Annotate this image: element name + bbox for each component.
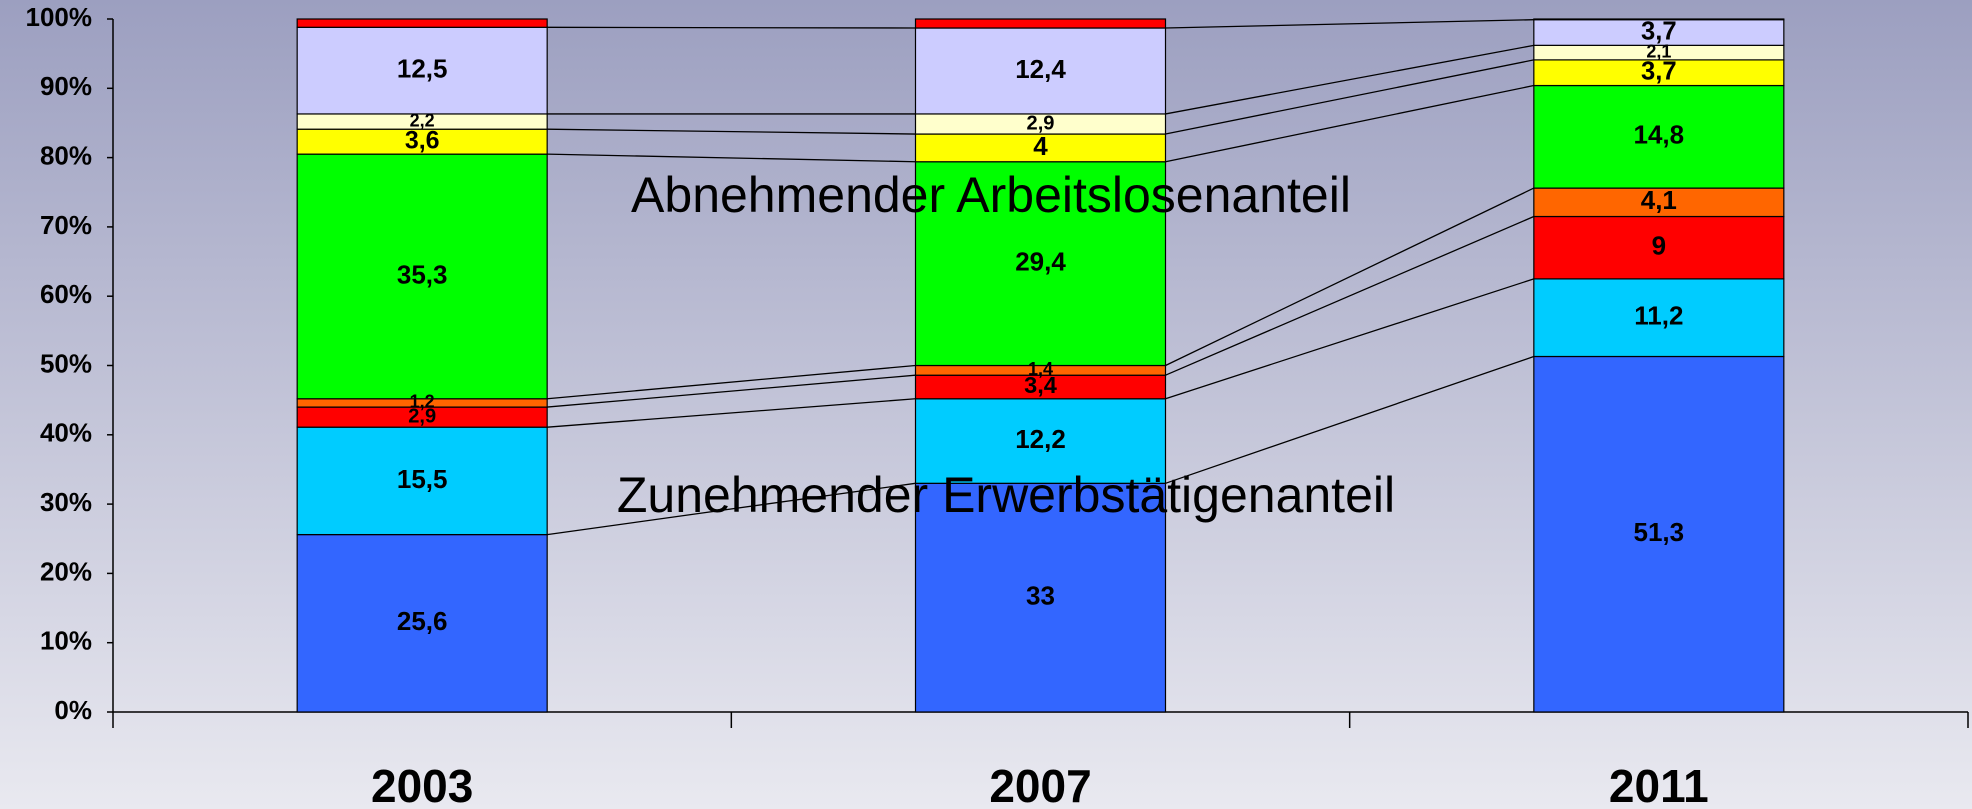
data-label: 2,9: [408, 405, 436, 427]
annotation: Zunehmender Erwerbstätigenanteil: [617, 467, 1395, 523]
bar-segment: [296, 26, 548, 115]
bar-segment: [296, 18, 548, 28]
connector: [1165, 355, 1535, 484]
y-tick-label: 40%: [40, 418, 92, 448]
data-label: 2,9: [1027, 112, 1055, 134]
data-label: 15,5: [397, 464, 448, 494]
y-tick-label: 50%: [40, 348, 92, 378]
data-label: 3,7: [1641, 57, 1677, 85]
connector: [1165, 187, 1535, 367]
x-tick-label: 2003: [371, 760, 473, 809]
bar-segment: [296, 128, 548, 155]
data-label: 14,8: [1634, 120, 1685, 150]
data-label: 3,6: [405, 126, 440, 154]
data-label: 35,3: [397, 259, 448, 289]
bar-segment: [914, 27, 1167, 115]
connector: [547, 128, 916, 135]
data-label: 12,2: [1015, 424, 1066, 454]
data-label: 12,4: [1015, 54, 1066, 84]
connector: [1165, 278, 1535, 400]
y-tick-label: 100%: [26, 2, 93, 32]
bar-segment: [914, 18, 1167, 29]
connector: [547, 482, 916, 536]
bar-segment: [914, 133, 1167, 163]
annotation: Abnehmender Arbeitslosenanteil: [631, 167, 1351, 223]
data-label: 1,4: [1028, 359, 1053, 379]
connector: [1165, 19, 1534, 29]
y-tick-label: 90%: [40, 71, 92, 101]
bar-segment: [1533, 215, 1785, 280]
x-tick-label: 2007: [989, 760, 1091, 809]
bar-segment: [914, 161, 1167, 367]
bar-segment: [1533, 187, 1785, 218]
y-tick-label: 10%: [40, 626, 92, 656]
data-label: 29,4: [1015, 247, 1066, 277]
connector: [547, 153, 916, 163]
data-label: 1,2: [410, 392, 435, 412]
bar-segment: [1533, 355, 1785, 713]
connector: [547, 26, 916, 29]
data-label: 4,1: [1641, 185, 1677, 215]
data-label: 9: [1652, 231, 1666, 261]
bar-segment: [296, 153, 548, 400]
data-label: 2,1: [1646, 41, 1671, 61]
bar-segment: [296, 426, 548, 536]
y-tick-label: 0%: [54, 695, 92, 725]
y-tick-label: 80%: [40, 140, 92, 170]
y-tick-label: 30%: [40, 487, 92, 517]
bar-segment: [1533, 278, 1785, 358]
connector: [547, 374, 916, 408]
connector: [1165, 84, 1534, 163]
data-label: 11,2: [1634, 301, 1683, 331]
bar-segment: [296, 533, 548, 713]
data-label: 3,7: [1641, 17, 1677, 45]
y-tick-label: 60%: [40, 279, 92, 309]
bar-segment: [1533, 18, 1785, 21]
data-label: 25,6: [397, 606, 448, 636]
connector: [547, 398, 916, 428]
bar-segment: [1533, 84, 1785, 189]
data-label: 51,3: [1634, 517, 1685, 547]
bar-segment: [914, 482, 1167, 713]
y-tick-label: 20%: [40, 556, 92, 586]
data-label: 4: [1033, 131, 1048, 161]
bar-segment: [914, 398, 1167, 484]
connector: [547, 364, 916, 400]
y-tick-label: 70%: [40, 210, 92, 240]
x-tick-label: 2011: [1609, 760, 1709, 809]
data-label: 33: [1026, 581, 1055, 611]
connector: [1165, 59, 1534, 135]
connector: [1165, 44, 1534, 115]
data-label: 3,4: [1024, 372, 1057, 398]
bar-segment: [1533, 59, 1785, 87]
connector: [1165, 215, 1535, 376]
data-label: 12,5: [397, 54, 448, 84]
data-label: 2,2: [410, 110, 435, 130]
